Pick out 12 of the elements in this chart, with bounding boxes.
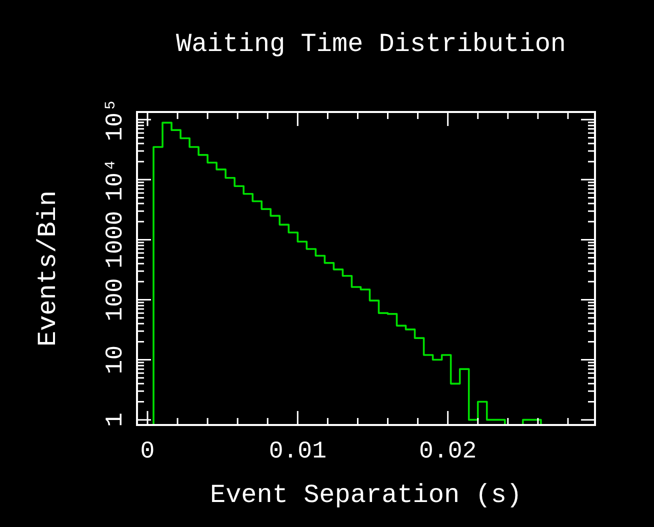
y-axis-title: Events/Bin [32, 190, 63, 347]
y-tick-label: 10⁵ [102, 98, 130, 142]
chart-title: Waiting Time Distribution [176, 28, 566, 59]
x-tick-label: 0 [140, 438, 155, 466]
y-tick-label: 1 [102, 412, 130, 428]
y-tick-label: 100 [102, 278, 130, 322]
y-tick-label: 10⁴ [102, 158, 130, 202]
x-tick-label: 0.01 [268, 438, 326, 466]
y-tick-label: 1000 [102, 210, 130, 269]
x-tick-label: 0.02 [419, 438, 477, 466]
x-axis-title: Event Separation (s) [210, 480, 522, 510]
y-tick-label: 10 [102, 345, 130, 374]
